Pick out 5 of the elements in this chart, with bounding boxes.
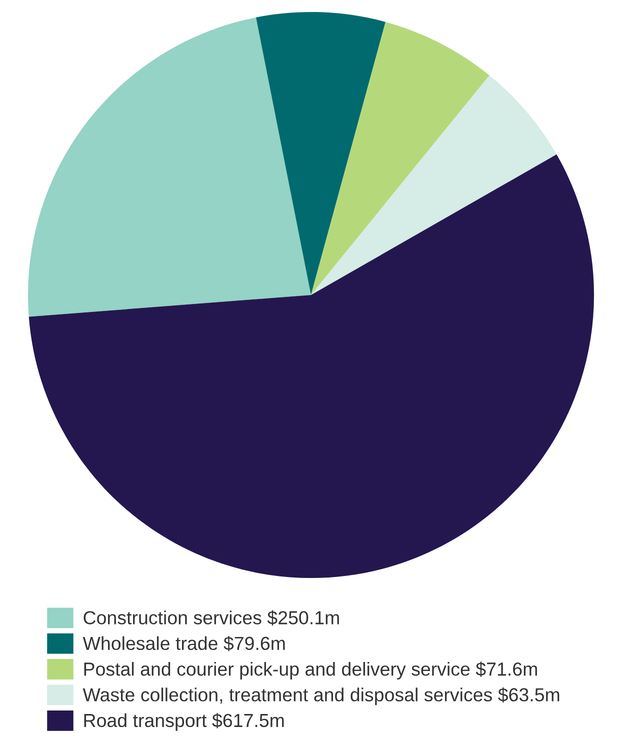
legend-label: Wholesale trade $79.6m — [82, 636, 285, 652]
legend-label: Waste collection, treatment and disposal services $63.5m — [82, 687, 560, 706]
legend-label: Road transport $617.5m — [84, 713, 284, 731]
legend-label: Postal and courier pick-up and delivery service $71.6m — [84, 662, 537, 680]
legend-label: Construction services $250.1m — [84, 610, 339, 626]
